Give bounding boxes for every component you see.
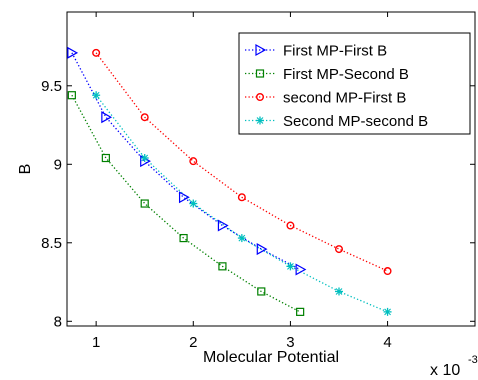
marker-circle <box>92 48 101 57</box>
marker-circle <box>335 245 344 254</box>
x-axis-exponent: x 10 -3 <box>430 354 478 379</box>
marker-circle <box>237 193 246 202</box>
legend-box <box>238 32 471 135</box>
marker-circle <box>286 221 295 230</box>
y-tick-label: 8 <box>54 313 62 330</box>
marker-triangle <box>178 191 190 204</box>
marker-circle <box>256 92 265 101</box>
marker-star <box>189 199 198 208</box>
marker-circle <box>383 267 392 276</box>
x-exponent-base: x 10 <box>430 362 460 379</box>
marker-star <box>140 154 149 163</box>
marker-square <box>179 233 188 243</box>
x-tick-label: 2 <box>189 334 197 351</box>
series-line-3 <box>95 52 388 272</box>
x-tick-label: 1 <box>92 334 100 351</box>
marker-star <box>383 307 392 316</box>
y-tick-label: 8.5 <box>41 235 62 252</box>
legend-entry: second MP-First B <box>283 90 406 107</box>
series-markers <box>67 46 392 316</box>
marker-triangle <box>101 111 113 124</box>
y-axis-label: B <box>17 164 34 175</box>
legend-entry: Second MP-second B <box>283 113 428 130</box>
legend-entry: First MP-Second B <box>283 66 409 83</box>
marker-star <box>92 91 101 100</box>
x-tick-label: 4 <box>383 334 391 351</box>
marker-circle <box>140 113 149 122</box>
legend-entry: First MP-First B <box>283 43 387 60</box>
marker-triangle <box>217 219 229 232</box>
axis-ticks: 1 2 3 4 8 8.5 9 9.5 <box>41 12 475 351</box>
marker-square <box>257 287 266 296</box>
marker-star <box>237 234 246 243</box>
marker-square <box>218 262 227 271</box>
series-line-2 <box>71 94 301 313</box>
x-tick-label: 3 <box>286 334 294 351</box>
marker-square <box>140 199 149 208</box>
marker-square <box>255 69 265 78</box>
x-exponent-power: -3 <box>468 354 478 366</box>
marker-star <box>335 287 343 296</box>
marker-triangle <box>256 243 268 256</box>
marker-star <box>286 262 295 271</box>
marker-circle <box>189 157 198 166</box>
legend: First MP-First B First MP-Second B second … <box>238 32 471 135</box>
marker-star <box>256 116 264 125</box>
y-tick-label: 9.5 <box>41 78 62 95</box>
marker-square <box>67 91 76 100</box>
marker-triangle <box>255 43 267 57</box>
marker-square <box>296 307 305 316</box>
x-axis-label: Molecular Potential <box>203 349 339 366</box>
marker-triangle <box>67 46 79 59</box>
marker-triangle <box>295 263 307 276</box>
series-lines <box>71 52 388 313</box>
y-tick-label: 9 <box>54 156 62 173</box>
marker-square <box>101 153 110 163</box>
